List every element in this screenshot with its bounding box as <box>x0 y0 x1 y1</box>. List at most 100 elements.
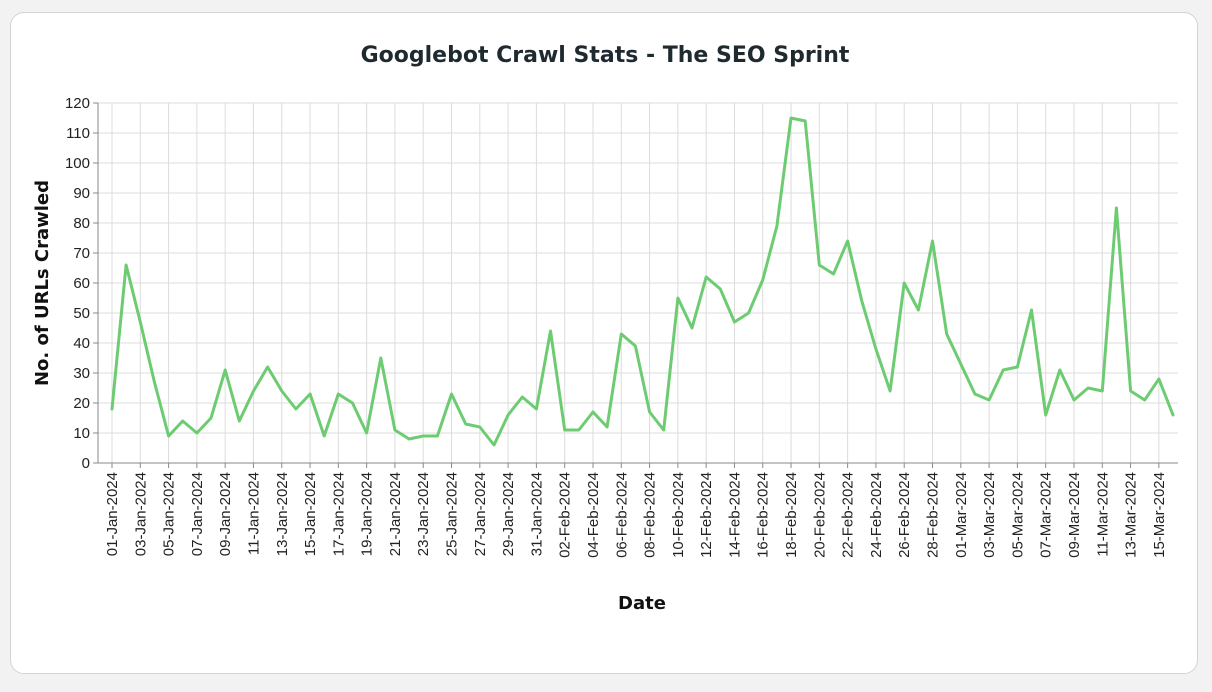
data-point <box>1129 389 1133 393</box>
data-point <box>322 434 326 438</box>
data-point <box>902 281 906 285</box>
data-point <box>294 407 298 411</box>
x-tick-label: 10-Feb-2024 <box>670 472 687 558</box>
data-point <box>690 326 694 330</box>
x-tick-label: 16-Feb-2024 <box>755 472 772 558</box>
series-line <box>110 116 1175 447</box>
data-point <box>237 419 241 423</box>
x-tick-label: 08-Feb-2024 <box>642 472 659 558</box>
x-tick-label: 13-Mar-2024 <box>1123 472 1140 558</box>
data-point <box>506 413 510 417</box>
data-point <box>916 308 920 312</box>
x-tick-label: 17-Jan-2024 <box>330 472 347 556</box>
y-tick-label: 20 <box>73 395 90 412</box>
data-point <box>789 116 793 120</box>
y-tick-label: 50 <box>73 305 90 322</box>
x-tick-label: 01-Jan-2024 <box>104 472 121 556</box>
data-point <box>534 407 538 411</box>
data-point <box>435 434 439 438</box>
x-tick-label: 25-Jan-2024 <box>444 472 461 556</box>
data-point <box>223 368 227 372</box>
data-point <box>860 299 864 303</box>
data-point <box>831 272 835 276</box>
data-point <box>874 347 878 351</box>
data-point <box>605 425 609 429</box>
data-point <box>1100 389 1104 393</box>
x-tick-label: 19-Jan-2024 <box>359 472 376 556</box>
x-tick-label: 21-Jan-2024 <box>387 472 404 556</box>
x-tick-label: 23-Jan-2024 <box>415 472 432 556</box>
x-tick-label: 09-Jan-2024 <box>217 472 234 556</box>
x-tick-label: 04-Feb-2024 <box>585 472 602 558</box>
data-point <box>775 224 779 228</box>
x-tick-label: 15-Jan-2024 <box>302 472 319 556</box>
data-point <box>1001 368 1005 372</box>
data-point <box>124 263 128 267</box>
x-tick-label: 24-Feb-2024 <box>868 472 885 558</box>
x-tick-label: 15-Mar-2024 <box>1151 472 1168 558</box>
data-point <box>1030 308 1034 312</box>
x-tick-label: 06-Feb-2024 <box>613 472 630 558</box>
data-point <box>704 275 708 279</box>
y-axis: 0 10 20 30 40 50 60 70 80 90 100 110 120 <box>65 95 99 472</box>
y-tick-label: 70 <box>73 245 90 262</box>
data-point <box>619 332 623 336</box>
data-point <box>464 422 468 426</box>
data-point <box>421 434 425 438</box>
x-tick-label: 03-Mar-2024 <box>981 472 998 558</box>
data-point <box>1143 398 1147 402</box>
x-tick-label: 01-Mar-2024 <box>953 472 970 558</box>
x-tick-label: 13-Jan-2024 <box>274 472 291 556</box>
data-point <box>1114 206 1118 210</box>
y-tick-label: 80 <box>73 215 90 232</box>
x-tick-label: 31-Jan-2024 <box>528 472 545 556</box>
data-point <box>633 344 637 348</box>
data-point <box>747 311 751 315</box>
x-tick-label: 20-Feb-2024 <box>811 472 828 558</box>
x-tick-label: 26-Feb-2024 <box>896 472 913 558</box>
data-point <box>280 389 284 393</box>
x-axis: 01-Jan-2024 03-Jan-2024 05-Jan-2024 07-Jan-… <box>98 462 1178 558</box>
data-point <box>350 401 354 405</box>
x-tick-label: 11-Jan-2024 <box>245 472 262 555</box>
data-point <box>662 428 666 432</box>
data-point <box>152 380 156 384</box>
y-tick-label: 60 <box>73 275 90 292</box>
data-point <box>1086 386 1090 390</box>
data-point <box>987 398 991 402</box>
data-point <box>1072 398 1076 402</box>
data-point <box>1058 368 1062 372</box>
series-path <box>110 116 1175 447</box>
data-point <box>478 425 482 429</box>
x-axis-label: Date <box>618 593 666 614</box>
chart-title: Googlebot Crawl Stats - The SEO Sprint <box>361 43 850 68</box>
x-tick-label: 03-Jan-2024 <box>132 472 149 556</box>
data-point <box>379 356 383 360</box>
data-point <box>407 437 411 441</box>
y-tick-label: 0 <box>82 455 90 472</box>
data-point <box>945 332 949 336</box>
x-tick-label: 12-Feb-2024 <box>698 472 715 558</box>
data-point <box>676 296 680 300</box>
y-tick-label: 90 <box>73 185 90 202</box>
data-point <box>549 329 553 333</box>
data-point <box>209 416 213 420</box>
data-point <box>138 320 142 324</box>
data-point <box>181 419 185 423</box>
data-point <box>803 119 807 123</box>
x-tick-label: 11-Mar-2024 <box>1094 472 1111 557</box>
x-tick-label: 18-Feb-2024 <box>783 472 800 558</box>
data-point <box>648 410 652 414</box>
x-tick-label: 22-Feb-2024 <box>840 472 857 558</box>
y-tick-label: 110 <box>66 125 90 142</box>
data-point <box>1157 377 1161 381</box>
x-tick-label: 05-Jan-2024 <box>161 472 178 556</box>
y-tick-label: 120 <box>65 95 90 112</box>
data-point <box>817 263 821 267</box>
data-point <box>973 392 977 396</box>
data-point <box>450 392 454 396</box>
x-tick-label: 07-Jan-2024 <box>189 472 206 556</box>
data-point <box>718 287 722 291</box>
y-tick-label: 30 <box>73 365 90 382</box>
data-point <box>266 365 270 369</box>
